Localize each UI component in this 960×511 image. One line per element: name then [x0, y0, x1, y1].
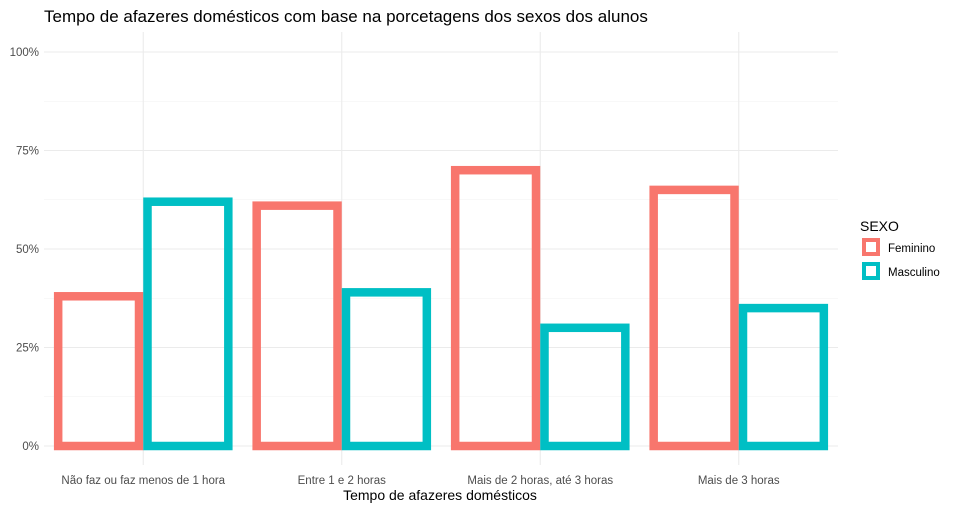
x-tick-label: Entre 1 e 2 horas — [298, 475, 386, 487]
grid — [44, 32, 838, 465]
bar-feminino-4 — [649, 185, 739, 451]
legend-title: SEXO — [860, 218, 899, 234]
y-tick-label: 0% — [22, 441, 39, 453]
bar-masculino-2 — [341, 288, 432, 451]
legend-label-masculino: Masculino — [888, 267, 940, 279]
y-tick-label: 100% — [10, 47, 39, 59]
y-tick-label: 50% — [16, 244, 39, 256]
chart-title: Tempo de afazeres domésticos com base na… — [44, 7, 648, 26]
legend: SEXO Feminino Masculino — [860, 218, 940, 280]
y-tick-label: 75% — [16, 146, 39, 158]
legend-key-masculino — [862, 262, 880, 280]
bar-feminino-1 — [53, 292, 144, 451]
bar-masculino-3 — [540, 323, 630, 451]
bar-feminino-2 — [252, 201, 342, 451]
x-tick-label: Não faz ou faz menos de 1 hora — [61, 475, 225, 487]
y-axis-ticks: 0% 25% 50% 75% 100% — [10, 47, 39, 453]
bar-masculino-4 — [738, 303, 829, 451]
bar-masculino-1 — [143, 197, 233, 451]
x-axis-ticks: Não faz ou faz menos de 1 hora Entre 1 e … — [61, 475, 779, 487]
x-axis-title: Tempo de afazeres domésticos — [343, 487, 537, 503]
bar-feminino-3 — [450, 165, 541, 451]
y-tick-label: 25% — [16, 343, 39, 355]
legend-label-feminino: Feminino — [888, 243, 935, 255]
bars — [53, 165, 829, 451]
x-tick-label: Mais de 2 horas, até 3 horas — [467, 475, 613, 487]
legend-key-feminino — [862, 238, 880, 256]
x-tick-label: Mais de 3 horas — [698, 475, 780, 487]
